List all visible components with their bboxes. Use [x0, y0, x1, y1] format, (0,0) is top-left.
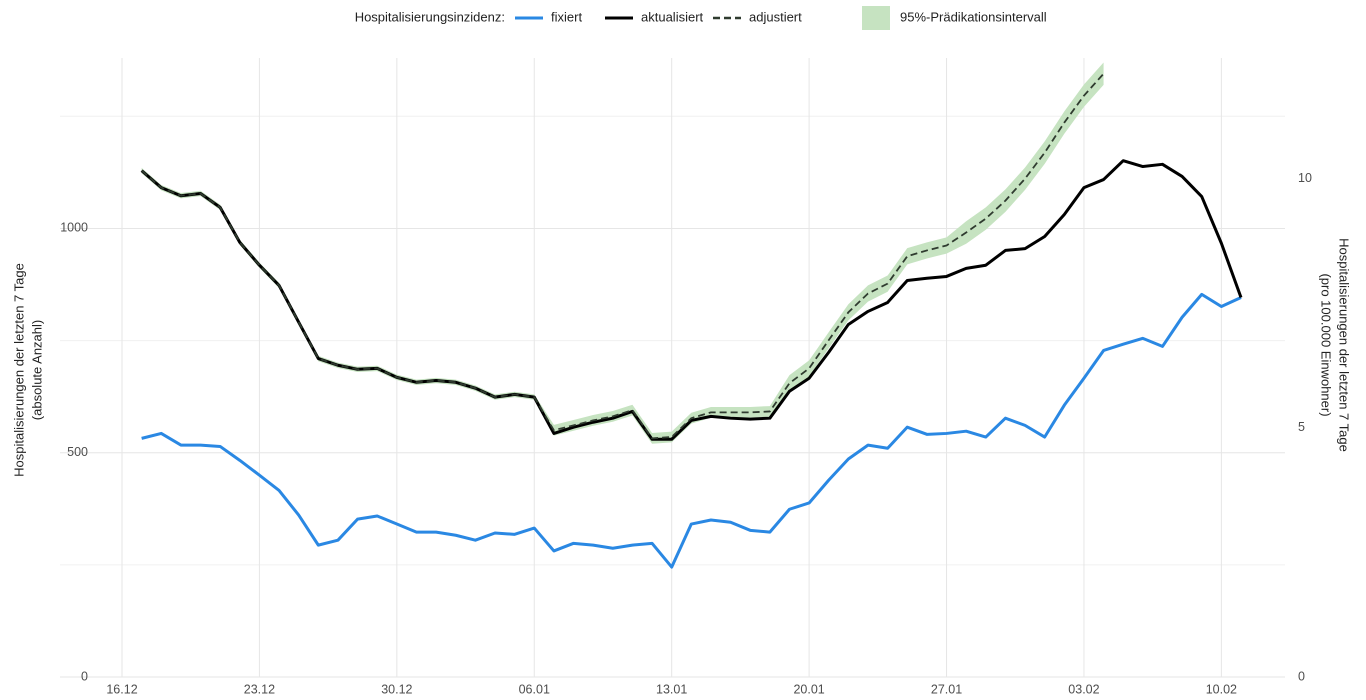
y2-tick-label: 0	[1298, 669, 1305, 683]
x-tick-label: 16.12	[106, 682, 137, 696]
x-tick-label: 03.02	[1068, 682, 1099, 696]
line-adjustiert	[141, 73, 1105, 440]
x-tick-label: 13.01	[656, 682, 687, 696]
line-fixiert	[141, 292, 1242, 569]
x-tick-label: 06.01	[519, 682, 550, 696]
legend-label: fixiert	[551, 9, 582, 24]
y-axis-title: (absolute Anzahl)	[29, 320, 44, 420]
y-tick-label: 500	[67, 445, 88, 459]
y-tick-label: 1000	[60, 221, 88, 235]
y2-axis-title: (pro 100.000 Einwohner)	[1319, 273, 1334, 416]
legend-label: aktualisiert	[641, 9, 704, 24]
y-axis-title: Hospitalisierungen der letzten 7 Tage	[11, 263, 26, 477]
x-tick-label: 27.01	[931, 682, 962, 696]
y2-tick-label: 10	[1298, 171, 1312, 185]
x-tick-label: 10.02	[1206, 682, 1237, 696]
x-tick-label: 30.12	[381, 682, 412, 696]
prediction-interval	[141, 62, 1104, 444]
line-aktualisiert	[140, 159, 1243, 441]
x-tick-label: 20.01	[793, 682, 824, 696]
legend-label: 95%-Prädikationsintervall	[900, 9, 1047, 24]
legend-label: adjustiert	[749, 9, 802, 24]
y2-axis-title: Hospitalisierungen der letzten 7 Tage	[1337, 238, 1352, 452]
legend-title: Hospitalisierungsinzidenz:	[355, 9, 505, 24]
x-tick-label: 23.12	[244, 682, 275, 696]
y2-tick-label: 5	[1298, 420, 1305, 434]
legend-swatch	[862, 6, 890, 30]
y-tick-label: 0	[81, 669, 88, 683]
